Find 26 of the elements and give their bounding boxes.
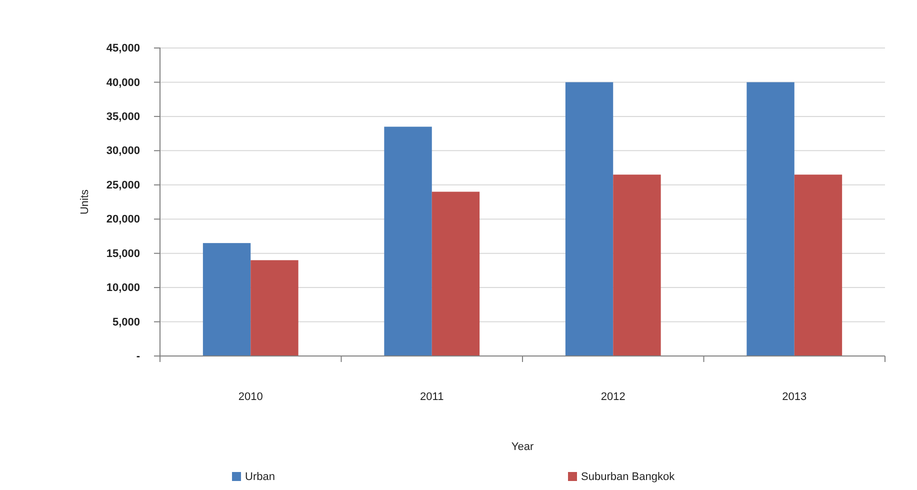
- x-tick-label: 2010: [238, 390, 263, 403]
- y-tick-label: 10,000: [106, 282, 140, 294]
- y-tick-label: 45,000: [106, 42, 140, 55]
- bar: [613, 174, 661, 356]
- y-tick-label: -: [136, 350, 140, 363]
- y-tick-label: 20,000: [106, 214, 140, 226]
- x-tick-label: 2011: [420, 390, 444, 403]
- y-tick-label: 15,000: [106, 248, 140, 260]
- legend-label: Suburban Bangkok: [581, 471, 676, 483]
- y-axis-title: Units: [79, 188, 91, 215]
- bar: [432, 192, 480, 356]
- y-tick-label: 5,000: [112, 316, 140, 328]
- x-axis-title: Year: [511, 441, 534, 453]
- y-tick-label: 35,000: [106, 110, 140, 123]
- y-tick-label: 40,000: [106, 76, 140, 89]
- y-tick-label: 25,000: [106, 179, 140, 192]
- y-tick-label: 30,000: [106, 145, 140, 158]
- bar: [794, 174, 842, 356]
- bar: [384, 126, 432, 356]
- x-tick-label: 2012: [600, 390, 626, 403]
- bar: [746, 82, 794, 356]
- x-tick-label: 2013: [782, 390, 807, 403]
- legend-label: Urban: [245, 471, 275, 483]
- bar: [202, 243, 251, 356]
- bar: [250, 260, 298, 356]
- bar: [565, 82, 614, 356]
